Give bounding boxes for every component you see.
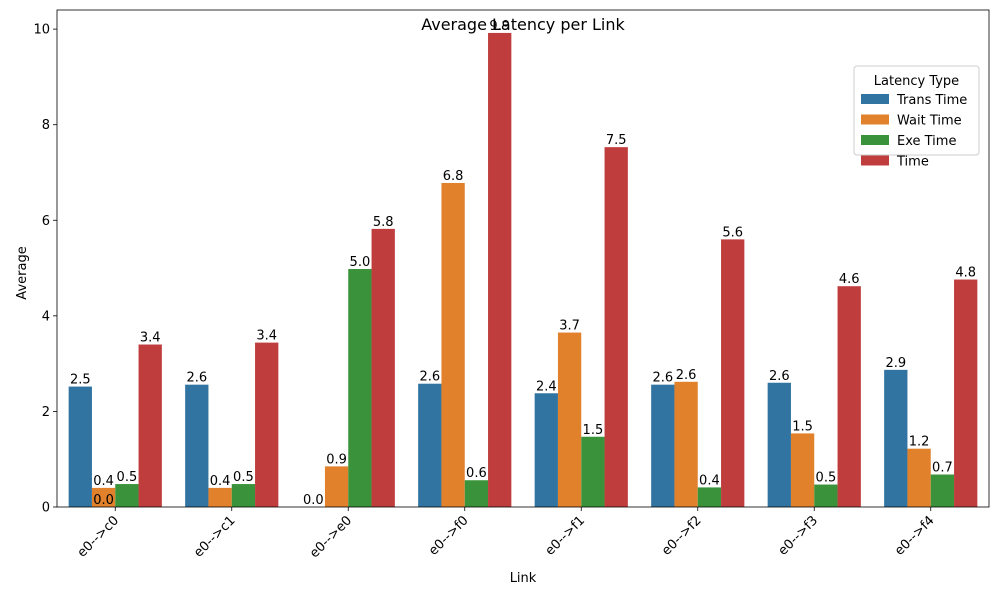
bar-value-label: 7.5 — [606, 133, 627, 148]
bar-value-label: 2.6 — [419, 370, 440, 385]
bar-value-label: 2.4 — [536, 379, 557, 394]
x-tick-label: e0-->f3 — [776, 513, 822, 559]
bar — [534, 393, 558, 507]
y-tick-label: 10 — [33, 23, 50, 38]
bar — [697, 487, 722, 507]
bar-value-label: 2.6 — [186, 371, 207, 386]
bar-value-label: 4.8 — [955, 266, 976, 281]
legend-swatch — [861, 155, 889, 166]
bar-value-label: 0.9 — [326, 452, 347, 467]
bar-value-label: 0.0 — [303, 493, 324, 508]
bar-value-label: 1.5 — [583, 423, 604, 438]
bar — [674, 381, 698, 507]
bar-value-label: 0.0 — [93, 493, 114, 508]
y-tick-label: 4 — [42, 309, 50, 324]
bar-value-label: 4.6 — [839, 272, 860, 287]
bar — [464, 480, 489, 507]
bar — [231, 484, 256, 507]
bar-value-label: 0.5 — [816, 471, 837, 486]
x-tick-label: e0-->f1 — [543, 513, 589, 559]
bar — [348, 269, 372, 507]
legend-entry-label: Wait Time — [897, 114, 962, 129]
y-tick-label: 8 — [42, 118, 50, 133]
bar — [651, 384, 675, 507]
x-tick-label: e0-->f0 — [426, 513, 472, 559]
bar-value-label: 1.5 — [792, 419, 813, 434]
chart-title: Average Latency per Link — [421, 15, 625, 34]
legend-box — [853, 65, 980, 156]
bar-value-label: 2.6 — [676, 368, 697, 383]
bar — [581, 436, 605, 507]
legend-swatch — [861, 135, 889, 145]
x-tick-label: e0-->e0 — [307, 513, 355, 561]
bar-value-label: 0.7 — [932, 461, 953, 476]
bar-value-label: 0.5 — [233, 470, 254, 485]
bar — [418, 383, 442, 507]
bar — [138, 344, 162, 507]
bar-value-label: 2.5 — [70, 373, 91, 388]
bar-value-label: 0.4 — [93, 474, 114, 489]
x-tick-label: e0-->c1 — [191, 513, 238, 560]
bar-value-label: 2.6 — [769, 369, 790, 384]
bar-value-label: 0.6 — [466, 466, 487, 481]
x-tick-label: e0-->c0 — [75, 513, 122, 560]
y-axis-label: Average — [15, 246, 30, 299]
bar — [488, 32, 512, 507]
bar-value-label: 6.8 — [443, 169, 464, 184]
y-tick-label: 2 — [42, 405, 50, 420]
bar — [767, 382, 791, 507]
y-tick-label: 0 — [42, 501, 50, 516]
x-tick-label: e0-->f2 — [659, 513, 705, 559]
bar — [441, 182, 465, 507]
x-axis-label: Link — [510, 571, 537, 586]
bar-value-label: 0.5 — [117, 470, 138, 485]
bar-value-label: 2.6 — [652, 371, 673, 386]
bar — [371, 228, 395, 507]
bar-value-label: 3.4 — [256, 329, 277, 344]
bar-value-label: 3.7 — [559, 319, 580, 334]
bar — [68, 386, 92, 507]
bar — [884, 369, 908, 507]
plot-frame — [56, 9, 990, 508]
legend-title: Latency Type — [874, 74, 959, 89]
bar-value-label: 1.2 — [909, 435, 930, 450]
bar — [324, 466, 349, 507]
bar — [721, 239, 745, 507]
x-tick-label: e0-->f4 — [892, 513, 938, 559]
bar — [837, 286, 861, 507]
bar-value-label: 9.9 — [489, 19, 510, 34]
bar — [814, 484, 838, 507]
bar — [255, 342, 279, 507]
legend-entry-label: Exe Time — [897, 134, 956, 149]
y-tick-label: 6 — [42, 214, 50, 229]
bar — [208, 487, 232, 507]
legend-swatch — [861, 114, 889, 125]
bar-value-label: 2.9 — [885, 356, 906, 371]
bar — [115, 484, 139, 507]
bar-value-label: 5.8 — [373, 215, 394, 230]
bar-value-label: 0.4 — [699, 473, 720, 488]
bar — [790, 433, 815, 507]
bar — [930, 474, 955, 507]
bar-value-label: 5.6 — [722, 225, 743, 240]
bar-value-label: 3.4 — [140, 331, 161, 346]
bar — [907, 448, 931, 507]
bar — [604, 147, 628, 507]
bar-value-label: 5.0 — [350, 255, 371, 270]
bar — [954, 279, 978, 507]
bar — [91, 487, 116, 507]
bar — [557, 332, 582, 507]
bar — [185, 384, 209, 507]
legend-entry-label: Time — [896, 155, 929, 170]
legend-swatch — [861, 94, 889, 104]
bar-value-label: 0.4 — [210, 474, 231, 489]
legend-entry-label: Trans Time — [896, 93, 967, 108]
